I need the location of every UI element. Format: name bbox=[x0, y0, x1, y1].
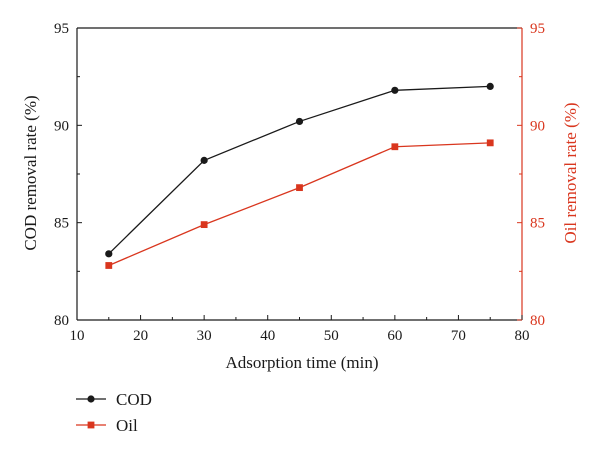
y-right-tick-label: 90 bbox=[530, 118, 545, 134]
series-line-cod bbox=[108, 85, 491, 255]
data-point-oil bbox=[200, 221, 208, 229]
data-point-oil bbox=[296, 184, 303, 192]
y-left-tick-label: 80 bbox=[54, 313, 69, 329]
x-tick-label: 30 bbox=[197, 328, 212, 344]
y-right-tick-label: 85 bbox=[530, 216, 545, 232]
x-tick-label: 20 bbox=[133, 328, 148, 344]
x-tick-label: 80 bbox=[515, 328, 530, 344]
series-line-oil bbox=[108, 142, 491, 267]
data-point-cod bbox=[105, 250, 113, 258]
legend-item-oil: Oil bbox=[76, 416, 138, 435]
x-tick-label: 70 bbox=[451, 328, 466, 344]
data-point-cod bbox=[200, 156, 208, 164]
data-point-oil bbox=[486, 139, 494, 147]
y-left-tick-label: 85 bbox=[54, 216, 69, 232]
legend: COD Oil bbox=[76, 390, 152, 435]
legend-label-oil: Oil bbox=[116, 416, 138, 435]
legend-marker-cod bbox=[87, 395, 95, 403]
data-point-cod bbox=[486, 82, 494, 90]
x-tick-label: 40 bbox=[260, 328, 275, 344]
data-point-oil bbox=[105, 262, 113, 269]
data-point-cod bbox=[295, 117, 304, 126]
x-tick-label: 50 bbox=[324, 328, 339, 344]
legend-item-cod: COD bbox=[76, 390, 152, 409]
data-point-oil bbox=[391, 143, 399, 151]
x-axis-title: Adsorption time (min) bbox=[226, 353, 379, 372]
y-right-tick-label: 95 bbox=[530, 21, 545, 37]
y-left-tick-label: 95 bbox=[54, 21, 69, 37]
y-right-tick-label: 80 bbox=[530, 313, 545, 329]
legend-label-cod: COD bbox=[116, 390, 152, 409]
x-tick-label: 10 bbox=[70, 328, 85, 344]
y-left-tick-label: 90 bbox=[54, 118, 69, 134]
y-axis-left-title: COD removal rate (%) bbox=[21, 95, 40, 250]
series-layer bbox=[105, 82, 494, 269]
x-tick-label: 60 bbox=[387, 328, 402, 344]
plot-frame bbox=[76, 27, 523, 321]
data-point-cod bbox=[391, 86, 399, 94]
legend-marker-oil bbox=[87, 421, 95, 429]
y-axis-right-title: Oil removal rate (%) bbox=[561, 102, 580, 243]
